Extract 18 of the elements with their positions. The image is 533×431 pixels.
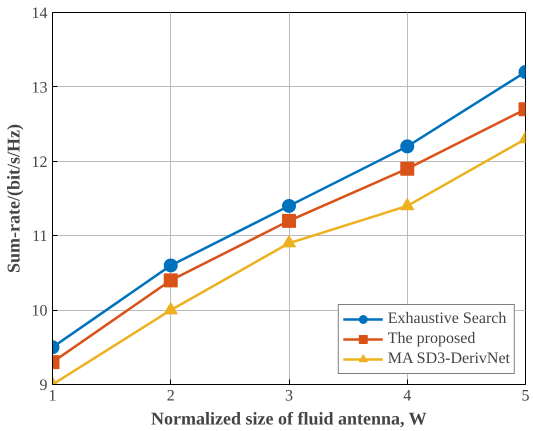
y-tick-label: 10 xyxy=(32,302,48,320)
x-tick-label: 3 xyxy=(285,388,293,404)
legend-label: Exhaustive Search xyxy=(388,310,506,328)
legend-label: The proposed xyxy=(388,330,476,348)
y-tick-label: 14 xyxy=(32,5,48,22)
y-tick-label: 12 xyxy=(32,154,48,171)
y-tick-label: 9 xyxy=(40,377,48,394)
y-axis-title: Sum-rate/(bit/s/Hz) xyxy=(4,124,24,273)
x-tick-label: 4 xyxy=(403,388,412,404)
legend-label: MA SD3-DerivNet xyxy=(388,350,510,368)
x-tick-label: 5 xyxy=(522,388,530,404)
x-tick-label: 1 xyxy=(48,388,56,404)
x-axis-title: Normalized size of fluid antenna, W xyxy=(151,408,427,428)
x-tick-label: 2 xyxy=(166,388,175,404)
point xyxy=(282,214,296,228)
point xyxy=(282,198,296,213)
y-tick-label: 13 xyxy=(32,79,48,96)
y-tick-label: 11 xyxy=(32,228,48,246)
